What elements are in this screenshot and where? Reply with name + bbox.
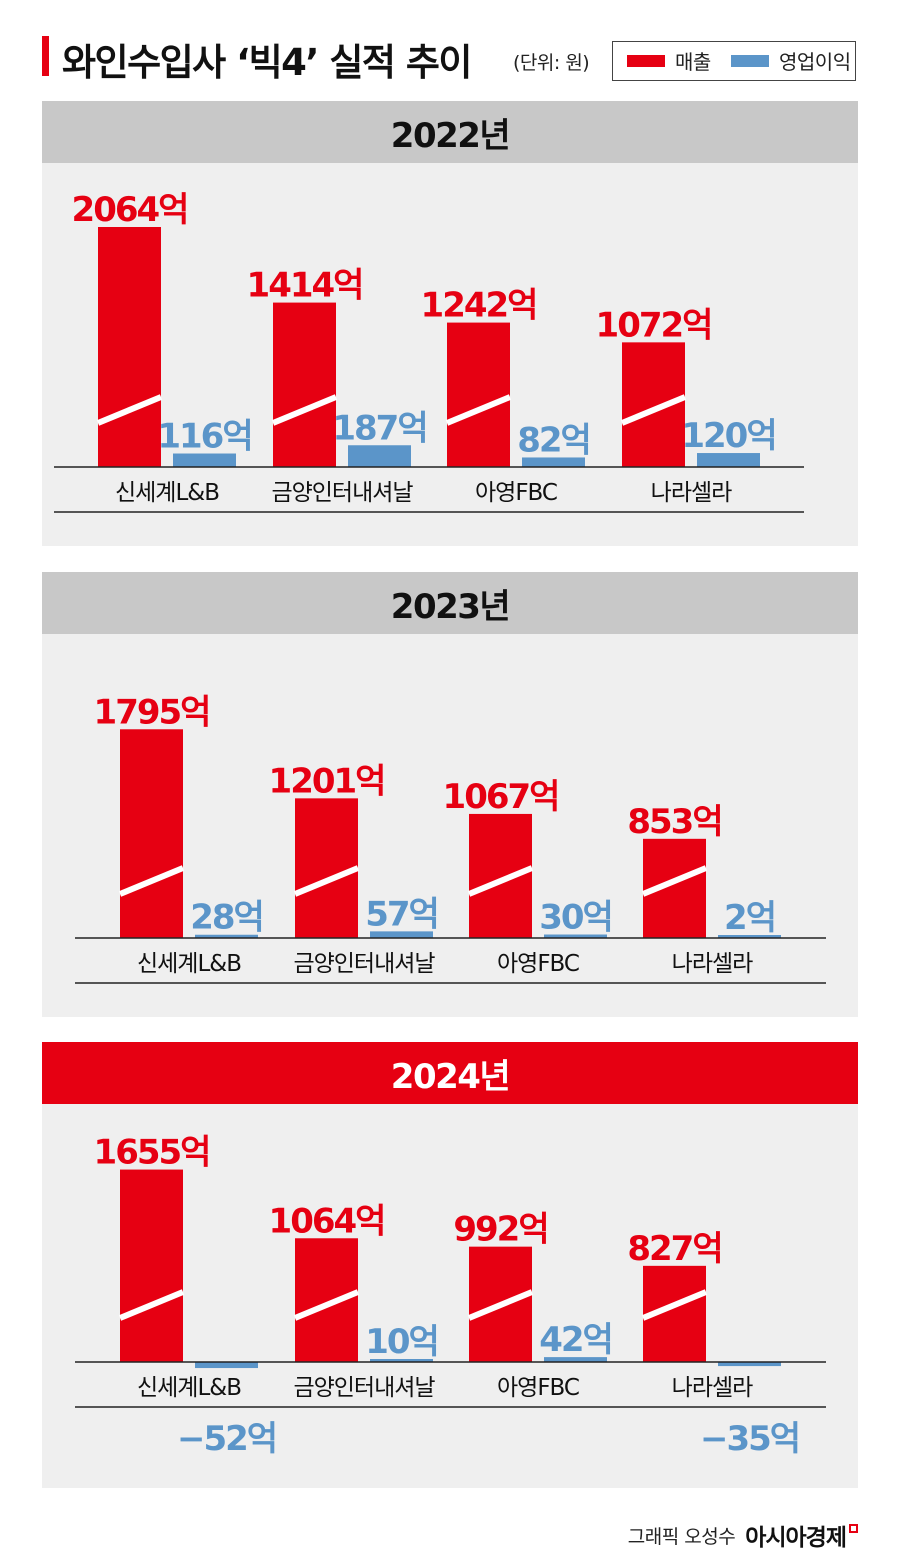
operating-profit-label: 10억 — [365, 1322, 438, 1362]
operating-profit-label: −35억 — [700, 1419, 799, 1459]
category-label: 신세계L&B — [137, 951, 241, 977]
bar-break-stripe — [641, 1289, 708, 1321]
revenue-label: 1201억 — [269, 761, 385, 801]
panel-title-2024: 2024년 — [390, 1056, 511, 1097]
panel-title-2023: 2023년 — [390, 586, 511, 627]
credit: 그래픽 오성수 아시아경제 — [628, 1518, 858, 1552]
operating-profit-bar — [697, 453, 760, 467]
bar-break-stripe — [271, 394, 338, 426]
revenue-bar — [120, 1169, 183, 1362]
brand-logo-text: 아시아경제 — [745, 1525, 847, 1551]
legend-label-operating-profit: 영업이익 — [779, 50, 851, 74]
operating-profit-bar — [544, 934, 607, 938]
panel-title-2022: 2022년 — [390, 115, 511, 156]
bar-break-stripe — [467, 865, 534, 897]
legend-item-revenue: 매출 — [627, 42, 711, 79]
category-label: 아영FBC — [475, 480, 557, 506]
bar-break-stripe — [293, 1289, 360, 1321]
operating-profit-bar — [544, 1357, 607, 1362]
operating-profit-bar — [522, 457, 585, 467]
revenue-bar — [469, 813, 532, 938]
bar-break-stripe — [467, 1289, 534, 1321]
legend-swatch-revenue — [627, 54, 665, 67]
revenue-bar — [295, 798, 358, 938]
panel-header-2023: 2023년 — [42, 572, 858, 634]
revenue-label: 1655억 — [94, 1133, 210, 1173]
operating-profit-bar — [718, 1362, 781, 1367]
operating-profit-label: 82억 — [517, 420, 590, 460]
revenue-label: 992억 — [453, 1210, 547, 1250]
operating-profit-bar — [718, 935, 781, 938]
revenue-bar — [295, 1238, 358, 1362]
bar-break-stripe — [445, 394, 512, 426]
operating-profit-bar — [370, 931, 433, 938]
revenue-label: 1072억 — [596, 305, 712, 345]
revenue-label: 1795억 — [94, 692, 210, 732]
revenue-label: 2064억 — [72, 190, 188, 230]
bar-break-stripe — [293, 865, 360, 897]
operating-profit-bar — [195, 934, 258, 938]
revenue-label: 853억 — [627, 802, 721, 842]
revenue-bar — [273, 302, 336, 467]
operating-profit-label: 187억 — [332, 408, 426, 448]
category-label: 신세계L&B — [137, 1375, 241, 1401]
category-label: 나라셀라 — [672, 951, 753, 977]
unit-label: (단위: 원) — [513, 52, 590, 74]
category-label: 금양인터내셔날 — [293, 1375, 435, 1401]
title-accent-bar — [42, 36, 49, 76]
category-label: 아영FBC — [497, 1375, 579, 1401]
category-label: 금양인터내셔날 — [271, 480, 413, 506]
operating-profit-label: 42억 — [539, 1320, 612, 1360]
operating-profit-label: 116억 — [157, 417, 251, 457]
revenue-label: 827억 — [627, 1229, 721, 1269]
category-label: 신세계L&B — [115, 480, 219, 506]
credit-text: 그래픽 오성수 — [627, 1525, 736, 1548]
category-label: 아영FBC — [497, 951, 579, 977]
operating-profit-label: 30억 — [539, 898, 612, 938]
revenue-bar — [622, 342, 685, 467]
revenue-bar — [120, 729, 183, 938]
revenue-label: 1064억 — [269, 1201, 385, 1241]
page-title: 와인수입사 ‘빅4’ 실적 추이 — [62, 41, 472, 84]
legend-label-revenue: 매출 — [675, 50, 711, 74]
legend-swatch-operating-profit — [731, 54, 769, 67]
legend-item-operating-profit: 영업이익 — [731, 42, 851, 79]
bar-break-stripe — [641, 865, 708, 897]
bar-break-stripe — [118, 865, 185, 897]
operating-profit-bar — [370, 1359, 433, 1362]
bar-break-stripe — [118, 1289, 185, 1321]
bar-break-stripe — [620, 394, 687, 426]
operating-profit-bar — [195, 1362, 258, 1369]
revenue-bar — [98, 227, 161, 467]
legend: 매출 영업이익 — [612, 41, 856, 81]
panel-header-2022: 2022년 — [42, 101, 858, 163]
operating-profit-label: 28억 — [190, 898, 263, 938]
revenue-label: 1414억 — [247, 266, 363, 306]
category-label: 금양인터내셔날 — [293, 951, 435, 977]
operating-profit-label: 2억 — [724, 898, 775, 938]
brand-mark-icon — [849, 1523, 858, 1533]
operating-profit-bar — [348, 445, 411, 467]
revenue-label: 1242억 — [421, 286, 537, 326]
bar-break-stripe — [96, 394, 163, 426]
panel-header-2024: 2024년 — [42, 1042, 858, 1104]
category-label: 나라셀라 — [651, 480, 732, 506]
operating-profit-label: 57억 — [365, 894, 438, 934]
revenue-label: 1067억 — [443, 777, 559, 817]
operating-profit-label: −52억 — [177, 1419, 276, 1459]
operating-profit-bar — [173, 453, 236, 467]
category-label: 나라셀라 — [672, 1375, 753, 1401]
operating-profit-label: 120억 — [681, 416, 775, 456]
revenue-bar — [447, 322, 510, 467]
